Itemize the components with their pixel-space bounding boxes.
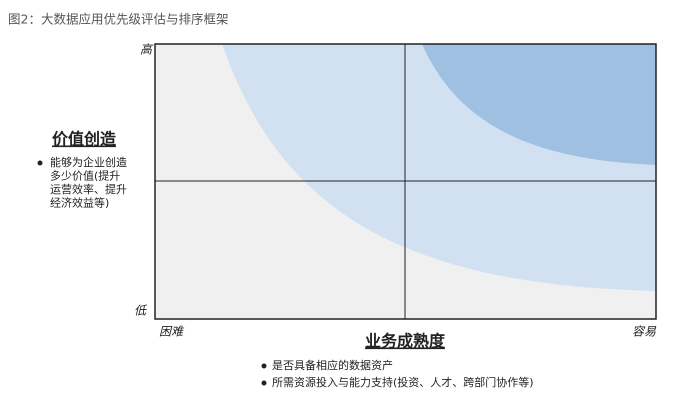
bullet-text: 多少价值(提升 [50, 169, 120, 183]
y-low: 低 [134, 304, 148, 318]
y-high: 高 [140, 43, 154, 57]
bullet-dot [37, 160, 43, 166]
y-axis-title: 价值创造 [52, 130, 117, 149]
bullet-text: 经济效益等) [50, 196, 109, 210]
bullet-dot [261, 380, 267, 386]
x-end: 容易 [632, 325, 657, 339]
bullet-text: 所需资源投入与能力支持(投资、人才、跨部门协作等) [272, 375, 534, 389]
bullet-text: 是否具备相应的数据资产 [272, 358, 393, 372]
x-start: 困难 [159, 325, 185, 339]
bullet-text: 运营效率、提升 [50, 182, 127, 196]
x-axis-title: 业务成熟度 [365, 332, 446, 351]
title: 图2：大数据应用优先级评估与排序框架 [8, 12, 228, 27]
bullet-text: 能够为企业创造 [50, 155, 127, 169]
high-priority-zone [422, 44, 656, 165]
bullet-dot [261, 363, 267, 369]
frame [154, 43, 657, 320]
